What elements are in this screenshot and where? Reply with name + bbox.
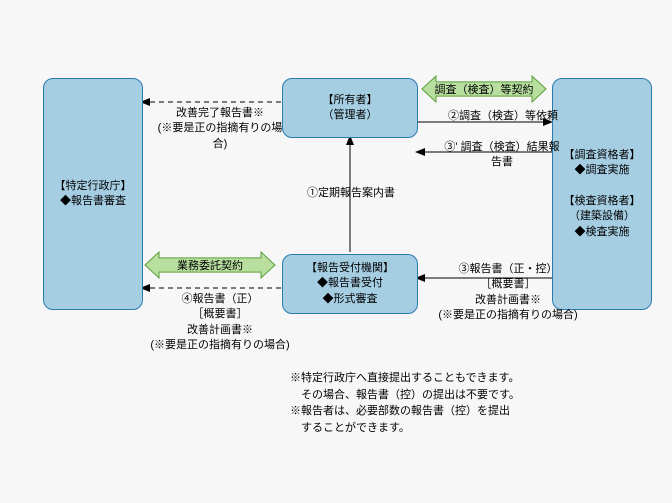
label-l_request: ②調査（検査）等依頼: [448, 109, 558, 124]
label-l_top-line: 改善完了報告書※: [152, 106, 288, 121]
label-l_right_block-line: ③報告書（正・控）: [438, 262, 578, 277]
footnote-line: その場合、報告書（控）の提出は不要です。: [290, 387, 600, 404]
label-l_right_block-line: ［概要書］: [438, 277, 578, 292]
node-owner-line: （管理者）: [323, 108, 378, 123]
label-l_top-line: (※要是正の指摘有りの場合): [152, 121, 288, 152]
node-receiving: 【報告受付機関】◆報告書受付◆形式審査: [282, 254, 418, 314]
label-l_right_block: ③報告書（正・控）［概要書］改善計画書※(※要是正の指摘有りの場合): [438, 262, 578, 324]
label-l_center: ①定期報告案内書: [296, 186, 406, 201]
svg-text:調査（検査）等契約: 調査（検査）等契約: [435, 82, 534, 96]
footnote-line: ※特定行政庁へ直接提出することもできます。: [290, 370, 600, 387]
node-qualified-line: 【調査資格者】: [564, 148, 641, 163]
node-qualified-line: （建築設備）: [569, 209, 635, 224]
label-l_result: ③' 調査（検査）結果報告書: [442, 140, 562, 171]
node-qualified-line: [600, 179, 603, 194]
label-l_right_block-line: 改善計画書※: [438, 293, 578, 308]
label-l_left_block-line: 改善計画書※: [150, 323, 290, 338]
node-authority-line: 【特定行政庁】: [55, 179, 132, 194]
footnote-line: ※報告者は、必要部数の報告書（控）を提出: [290, 403, 600, 420]
node-receiving-line: ◆形式審査: [323, 292, 378, 307]
label-l_left_block-line: ④報告書（正）: [150, 292, 290, 307]
label-l_left_block-line: (※要是正の指摘有りの場合): [150, 338, 290, 353]
label-l_top: 改善完了報告書※(※要是正の指摘有りの場合): [152, 106, 288, 152]
node-authority: 【特定行政庁】◆報告書審査: [43, 78, 143, 310]
svg-text:業務委託契約: 業務委託契約: [177, 258, 243, 272]
node-owner: 【所有者】（管理者）: [282, 78, 418, 138]
label-l_request-line: ②調査（検査）等依頼: [448, 109, 558, 124]
footnote-line: することができます。: [290, 420, 600, 437]
node-receiving-line: ◆報告書受付: [317, 276, 383, 291]
label-l_left_block-line: ［概要書］: [150, 307, 290, 322]
footnote: ※特定行政庁へ直接提出することもできます。 その場合、報告書（控）の提出は不要で…: [290, 370, 600, 436]
node-qualified-line: ◆検査実施: [575, 225, 630, 240]
label-l_center-line: ①定期報告案内書: [296, 186, 406, 201]
flowchart-canvas: 調査（検査）等契約業務委託契約 【特定行政庁】◆報告書審査【所有者】（管理者）【…: [0, 0, 672, 503]
node-qualified-line: ◆調査実施: [575, 163, 630, 178]
label-l_left_block: ④報告書（正）［概要書］改善計画書※(※要是正の指摘有りの場合): [150, 292, 290, 354]
node-receiving-line: 【報告受付機関】: [306, 261, 394, 276]
label-l_right_block-line: (※要是正の指摘有りの場合): [438, 308, 578, 323]
node-authority-line: ◆報告書審査: [60, 194, 126, 209]
label-l_result-line: ③' 調査（検査）結果報告書: [442, 140, 562, 171]
node-qualified-line: 【検査資格者】: [564, 194, 641, 209]
node-owner-line: 【所有者】: [323, 93, 378, 108]
